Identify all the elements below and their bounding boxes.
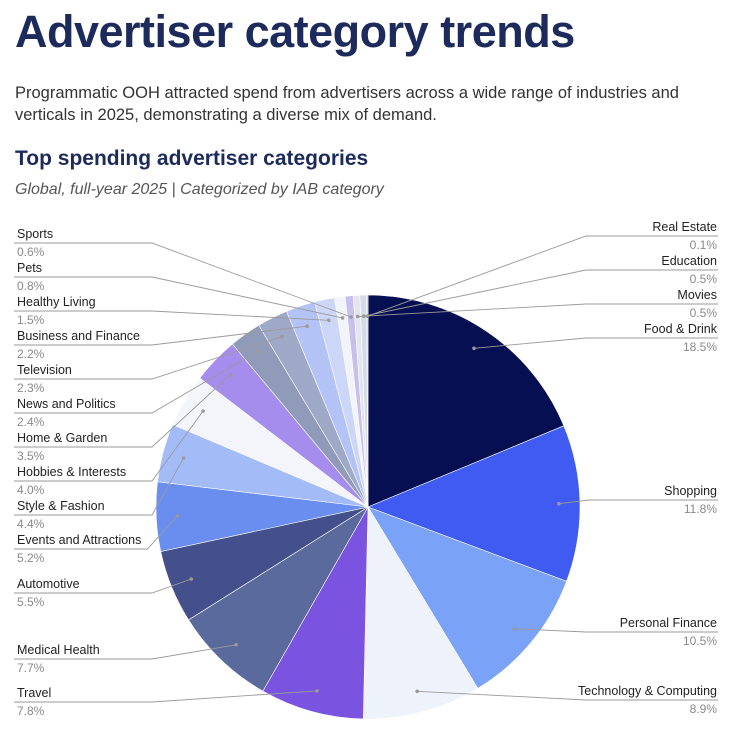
pie-slice-real-estate — [366, 294, 369, 508]
slice-label-healthy-living: Healthy Living — [17, 295, 96, 309]
page-title: Advertiser category trends — [15, 6, 575, 57]
chart-subtitle: Global, full-year 2025 | Categorized by … — [15, 181, 384, 198]
leader-dot-medical-health — [234, 643, 238, 647]
leader-line-technology-and-computing — [417, 690, 718, 701]
pie-slice-technology-and-computing — [362, 505, 479, 720]
leader-line-automotive — [14, 578, 192, 594]
leader-line-travel — [14, 690, 318, 703]
slice-value-television: 2.3% — [17, 381, 45, 395]
slice-label-education: Education — [661, 254, 717, 268]
slice-value-medical-health: 7.7% — [17, 661, 45, 675]
leader-dot-technology-and-computing — [415, 689, 420, 694]
leader-line-food-and-drink — [473, 337, 718, 349]
slice-value-sports: 0.6% — [17, 245, 45, 259]
slice-label-style-and-fashion: Style & Fashion — [17, 499, 105, 513]
pie-slice-shopping — [367, 425, 581, 582]
slice-label-news-and-politics: News and Politics — [17, 397, 116, 411]
slice-value-hobbies-and-interests: 4.0% — [17, 483, 45, 497]
slice-label-home-and-garden: Home & Garden — [17, 431, 107, 445]
slice-value-news-and-politics: 2.4% — [17, 415, 45, 429]
leader-dot-healthy-living — [327, 318, 331, 323]
leader-line-hobbies-and-interests — [14, 410, 204, 482]
slice-value-food-and-drink: 18.5% — [683, 340, 717, 354]
chart-title: Top spending advertiser categories — [15, 147, 369, 170]
leader-dot-style-and-fashion — [181, 456, 186, 460]
slice-label-real-estate: Real Estate — [652, 220, 717, 234]
slice-value-technology-and-computing: 8.9% — [690, 702, 718, 716]
leader-dot-home-and-garden — [228, 373, 233, 377]
leader-line-events-and-attractions — [14, 515, 178, 550]
leader-dot-movies — [355, 314, 360, 319]
slice-labels: Food & Drink 18.5% Shopping 11.8% Personal F… — [17, 220, 718, 718]
slice-value-travel: 7.8% — [17, 704, 45, 718]
slice-label-movies: Movies — [677, 288, 717, 302]
leader-dot-pets — [340, 316, 345, 320]
slice-value-movies: 0.5% — [690, 306, 718, 320]
leader-line-healthy-living — [14, 310, 329, 321]
leader-line-home-and-garden — [14, 374, 231, 448]
leader-line-personal-finance — [514, 628, 718, 633]
leader-dot-travel — [315, 689, 319, 693]
leader-line-sports — [14, 242, 352, 318]
slice-label-technology-and-computing: Technology & Computing — [578, 684, 717, 698]
slice-label-business-and-finance: Business and Finance — [17, 329, 140, 343]
pie-slice-personal-finance — [367, 506, 567, 689]
leader-line-medical-health — [14, 644, 237, 660]
leader-lines — [14, 235, 718, 703]
slice-label-medical-health: Medical Health — [17, 643, 100, 657]
leader-line-news-and-politics — [14, 351, 258, 414]
leader-dot-hobbies-and-interests — [201, 409, 205, 413]
slice-value-business-and-finance: 2.2% — [17, 347, 45, 361]
leader-line-shopping — [558, 499, 718, 505]
slice-label-shopping: Shopping — [664, 484, 717, 498]
slice-label-hobbies-and-interests: Hobbies & Interests — [17, 465, 126, 479]
leader-dot-real-estate — [365, 314, 370, 319]
pie-slice-travel — [262, 506, 369, 720]
slice-value-shopping: 11.8% — [684, 502, 717, 516]
leader-dot-food-and-drink — [472, 346, 476, 351]
slice-value-real-estate: 0.1% — [690, 238, 718, 252]
leader-dot-automotive — [189, 577, 194, 581]
slice-label-television: Television — [17, 363, 72, 377]
slice-label-travel: Travel — [17, 686, 51, 700]
leader-line-television — [14, 336, 283, 380]
slice-label-pets: Pets — [17, 261, 42, 275]
leader-line-pets — [14, 276, 343, 319]
leader-dot-television — [280, 334, 284, 339]
slice-value-style-and-fashion: 4.4% — [17, 517, 45, 531]
leader-dot-events-and-attractions — [175, 514, 180, 518]
slice-label-personal-finance: Personal Finance — [620, 616, 717, 630]
leader-line-movies — [357, 303, 718, 317]
pie-slice-food-and-drink — [367, 294, 565, 508]
slice-value-home-and-garden: 3.5% — [17, 449, 45, 463]
intro-text: Programmatic OOH attracted spend from ad… — [15, 84, 679, 124]
leader-line-business-and-finance — [14, 325, 308, 346]
slice-label-automotive: Automotive — [17, 577, 80, 591]
leader-line-real-estate — [367, 235, 718, 317]
pie-slices — [155, 294, 581, 720]
leader-line-education — [363, 269, 718, 317]
leader-dot-business-and-finance — [305, 324, 309, 329]
slice-value-events-and-attractions: 5.2% — [17, 551, 45, 565]
leader-dot-education — [361, 314, 366, 319]
slice-label-sports: Sports — [17, 227, 53, 241]
slice-value-healthy-living: 1.5% — [17, 313, 45, 327]
slice-value-education: 0.5% — [690, 272, 718, 286]
leader-line-style-and-fashion — [14, 457, 184, 516]
leader-dot-sports — [349, 315, 353, 319]
leader-dot-personal-finance — [513, 627, 517, 631]
slice-value-pets: 0.8% — [17, 279, 45, 293]
leader-dot-shopping — [557, 501, 561, 506]
leader-dot-news-and-politics — [255, 349, 260, 354]
slice-label-food-and-drink: Food & Drink — [644, 322, 718, 336]
slice-value-personal-finance: 10.5% — [683, 634, 717, 648]
slice-label-events-and-attractions: Events and Attractions — [17, 533, 141, 547]
slice-value-automotive: 5.5% — [17, 595, 45, 609]
